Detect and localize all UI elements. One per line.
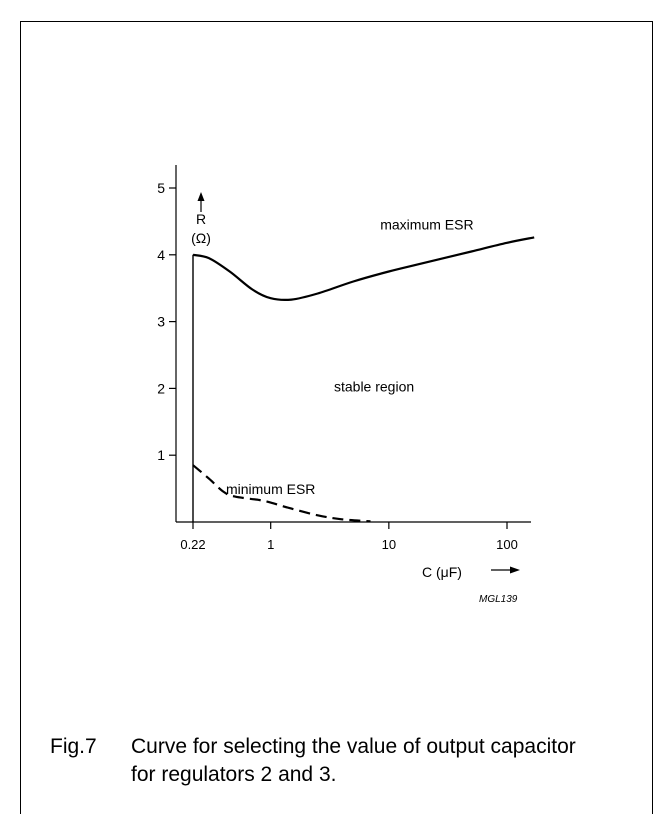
x-tick-label: 1: [267, 537, 274, 552]
chart-series: [192, 236, 535, 523]
y-axis-label-unit: (Ω): [191, 230, 211, 246]
figure-code: MGL139: [479, 594, 518, 605]
y-tick-label: 3: [157, 314, 165, 330]
figure-caption-text: Curve for selecting the value of output …: [131, 735, 576, 786]
axis-arrows: [197, 192, 520, 574]
y-axis-label-r: R: [196, 211, 206, 227]
annotation-minimum-esr: minimum ESR: [226, 481, 315, 497]
y-tick-label: 4: [157, 247, 165, 263]
chart-ticks: 1 2 3 4 5 0.22 1 10 100: [157, 180, 518, 552]
x-axis-arrow-head: [510, 566, 520, 574]
frame-top-border: [20, 21, 653, 22]
figure-caption-label: Fig.7: [50, 735, 97, 758]
frame-left-border: [20, 21, 21, 814]
y-tick-label: 2: [157, 380, 165, 396]
annotation-maximum-esr: maximum ESR: [380, 216, 473, 232]
y-tick-label: 1: [157, 447, 165, 463]
x-axis-label: C (μF): [422, 564, 462, 580]
x-tick-label: 100: [496, 537, 518, 552]
frame-right-border: [652, 21, 653, 814]
maximum-esr-curve: [192, 236, 535, 302]
y-axis-arrow-head: [197, 192, 205, 201]
y-tick-label: 5: [157, 180, 165, 196]
chart-axes: [175, 165, 531, 523]
x-tick-label: 0.22: [180, 537, 205, 552]
x-tick-label: 10: [382, 537, 396, 552]
chart-labels: R (Ω) C (μF) MGL139 maximum ESR stable re…: [191, 211, 518, 605]
annotation-stable-region: stable region: [334, 379, 414, 395]
